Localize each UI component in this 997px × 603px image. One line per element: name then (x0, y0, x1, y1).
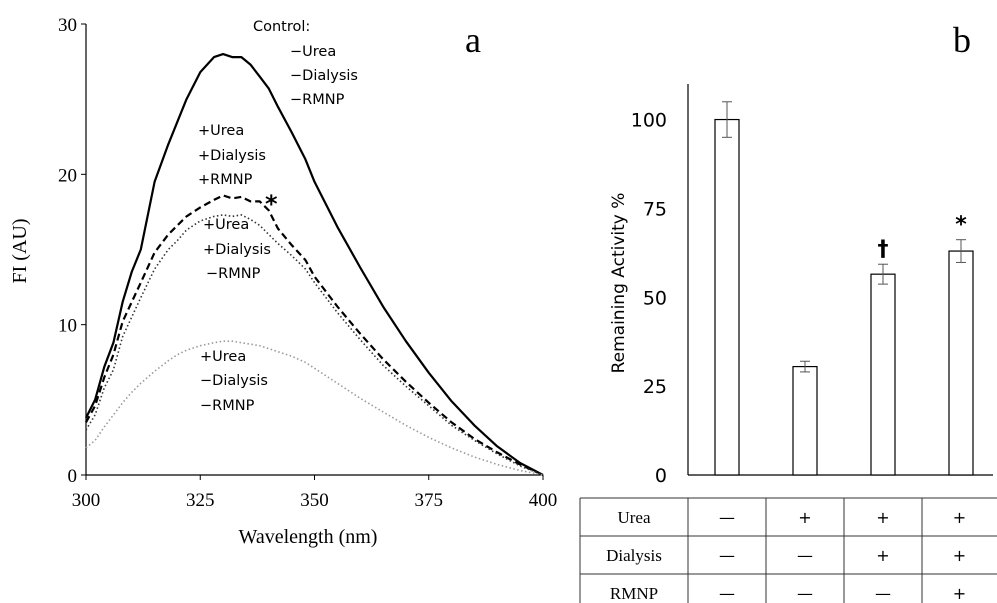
annotation-2-line-1: +Urea (198, 123, 244, 139)
table-cell: + (953, 508, 966, 527)
panel-b-y-tick-label: 25 (643, 376, 667, 398)
annotation-3-line-2: +Dialysis (203, 242, 271, 258)
annotation-3-line-3: −RMNP (206, 266, 261, 282)
panel-a-series-line-2 (85, 194, 544, 476)
annotation-control-line-1: Control: (253, 19, 310, 35)
panel-a-series-line-3 (85, 214, 544, 476)
annotation-4-line-1: +Urea (200, 349, 246, 365)
table-cell: + (798, 508, 811, 527)
panel-a-y-tick-label: 20 (58, 165, 77, 186)
panel-a-x-axis-label: Wavelength (nm) (239, 526, 378, 548)
panel-b-y-axis-label: Remaining Activity % (609, 193, 629, 374)
panel-a-line-chart: a 300 325 350 375 400 0 10 20 30 Wavelength (nm)… (9, 15, 557, 548)
table-row-label: RMNP (610, 584, 658, 603)
table-row-label: Dialysis (606, 546, 662, 565)
annotation-2-line-2: +Dialysis (198, 148, 266, 164)
panel-a-y-tick-label: 30 (58, 15, 77, 36)
panel-a-series-line-1 (85, 53, 544, 476)
bar-significance-label: † (878, 237, 889, 262)
table-cell: + (876, 508, 889, 527)
annotation-4-line-2: −Dialysis (200, 373, 268, 389)
panel-a-y-tick-label: 10 (58, 316, 77, 337)
annotation-urea-dialysis-rmnp: +Urea +Dialysis +RMNP (198, 123, 266, 188)
table-cell: — (797, 584, 813, 603)
table-cell: — (719, 584, 735, 603)
table-cell: + (953, 546, 966, 565)
table-cell: — (719, 546, 735, 565)
annotation-4-line-3: −RMNP (200, 398, 255, 414)
table-cell: — (719, 508, 735, 527)
panel-b-y-tick-label: 0 (655, 465, 667, 487)
table-cell: + (953, 584, 966, 603)
panel-a-series-group (85, 53, 544, 476)
annotation-3-line-1: +Urea (203, 217, 249, 233)
panel-b-label: b (953, 20, 971, 60)
panel-a-x-tick-label: 400 (529, 490, 558, 511)
annotation-urea-dialysis-no-rmnp: +Urea +Dialysis −RMNP (203, 217, 271, 282)
panel-b-y-tick-label: 100 (631, 110, 667, 132)
annotation-control-line-4: −RMNP (290, 92, 345, 108)
table-row-label: Urea (617, 508, 650, 527)
condition-table: Urea — + + + Dialysis — — + + RMNP — — — + (579, 497, 997, 603)
bar (714, 118, 740, 476)
bar-significance-label: * (955, 213, 967, 238)
table-cell: — (797, 546, 813, 565)
table-cell: + (876, 546, 889, 565)
panel-b-bars-group: †* (714, 101, 974, 476)
table-cell: — (875, 584, 891, 603)
panel-a-x-tick-label: 375 (415, 490, 444, 511)
annotation-asterisk: * (265, 190, 278, 218)
panel-a-label: a (465, 20, 481, 60)
panel-b-y-tick-label: 75 (643, 198, 667, 220)
bar (948, 250, 974, 476)
annotation-control-line-3: −Dialysis (290, 68, 358, 84)
panel-a-y-tick-label: 0 (68, 466, 78, 487)
annotation-control-line-2: −Urea (290, 44, 336, 60)
panel-a-y-axis-label: FI (AU) (9, 219, 31, 284)
panel-a-x-tick-label: 325 (186, 490, 215, 511)
annotation-2-line-3: +RMNP (198, 172, 253, 188)
bar (870, 273, 896, 476)
bar (792, 365, 818, 476)
panel-a-x-tick-label: 350 (300, 490, 329, 511)
panel-b-y-tick-label: 50 (643, 287, 667, 309)
panel-a-x-tick-label: 300 (72, 490, 101, 511)
annotation-urea-only: +Urea −Dialysis −RMNP (200, 349, 268, 414)
panel-a-axes: 300 325 350 375 400 0 10 20 30 (58, 15, 557, 511)
annotation-control: Control: −Urea −Dialysis −RMNP (253, 19, 358, 108)
panel-a-series-line-4 (85, 340, 544, 476)
